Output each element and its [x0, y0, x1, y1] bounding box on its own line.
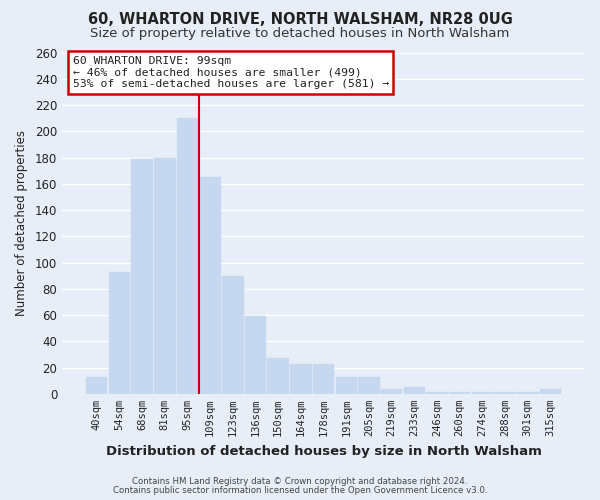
Bar — [268, 358, 289, 394]
Bar — [517, 392, 539, 394]
Bar — [176, 118, 198, 394]
Bar — [131, 159, 153, 394]
Bar — [472, 392, 493, 394]
Text: 60 WHARTON DRIVE: 99sqm
← 46% of detached houses are smaller (499)
53% of semi-d: 60 WHARTON DRIVE: 99sqm ← 46% of detache… — [73, 56, 389, 89]
Text: Contains public sector information licensed under the Open Government Licence v3: Contains public sector information licen… — [113, 486, 487, 495]
Bar — [539, 388, 561, 394]
Bar — [86, 376, 107, 394]
Text: 60, WHARTON DRIVE, NORTH WALSHAM, NR28 0UG: 60, WHARTON DRIVE, NORTH WALSHAM, NR28 0… — [88, 12, 512, 28]
Bar — [381, 388, 403, 394]
Bar — [290, 364, 311, 394]
Bar — [154, 158, 176, 394]
Bar — [404, 387, 425, 394]
X-axis label: Distribution of detached houses by size in North Walsham: Distribution of detached houses by size … — [106, 444, 542, 458]
Text: Size of property relative to detached houses in North Walsham: Size of property relative to detached ho… — [91, 28, 509, 40]
Bar — [358, 376, 380, 394]
Bar — [313, 364, 334, 394]
Bar — [245, 316, 266, 394]
Text: Contains HM Land Registry data © Crown copyright and database right 2024.: Contains HM Land Registry data © Crown c… — [132, 477, 468, 486]
Bar — [199, 177, 221, 394]
Bar — [222, 276, 244, 394]
Bar — [426, 392, 448, 394]
Bar — [494, 392, 516, 394]
Y-axis label: Number of detached properties: Number of detached properties — [15, 130, 28, 316]
Bar — [449, 392, 470, 394]
Bar — [109, 272, 130, 394]
Bar — [335, 376, 357, 394]
